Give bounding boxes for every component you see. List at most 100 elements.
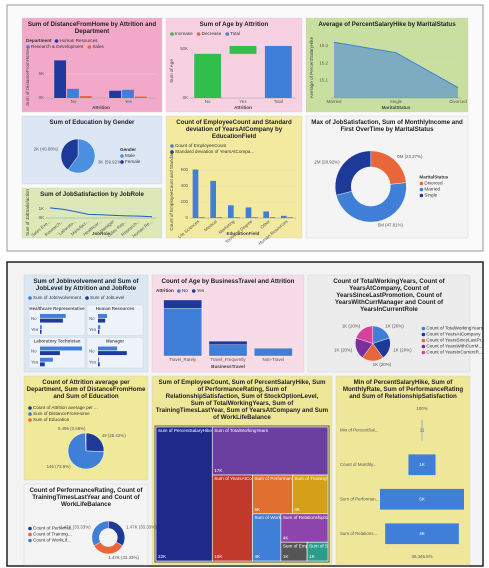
x-tick-label: Total — [274, 99, 283, 104]
legend-marker — [421, 338, 426, 343]
x-tick-label: Travel_Rarely — [169, 357, 197, 362]
legend-title: Attrition — [156, 288, 174, 293]
slice-label: 1K (20%) — [373, 362, 392, 367]
cell-value: 5K — [254, 507, 261, 512]
funnel-category: Min of PercentSal... — [340, 427, 378, 432]
bar — [122, 89, 134, 98]
pie-slice — [85, 432, 105, 452]
bar — [40, 329, 42, 334]
x-tick-label: Yes — [239, 99, 247, 104]
legend-label: Yes — [197, 288, 205, 293]
title-line: Average of PercentSalaryHike by MaritalS… — [318, 21, 456, 28]
bar — [263, 211, 270, 218]
cell-name: Sum of WorkLifeBalance — [254, 515, 305, 520]
x-tick-label: No — [205, 99, 211, 104]
bar — [134, 96, 147, 98]
pie-slice — [355, 325, 373, 344]
title-line: and Sum of Education — [53, 393, 119, 400]
title-line: Count of Age by BusinessTravel and Attri… — [162, 278, 295, 285]
panel-title: Sum of Education by Gender — [50, 119, 136, 126]
title-line: YearsAtCompany, Count of — [349, 285, 430, 292]
legend-marker — [170, 32, 174, 36]
title-line: Sum of DistanceFromHome by Attrition and — [28, 21, 157, 28]
x-axis-label: EducationField — [227, 231, 260, 236]
bar — [280, 215, 287, 218]
cell-name: Sum of YearsAtCompany — [214, 476, 266, 481]
treemap-frame — [154, 425, 330, 563]
legend-marker — [225, 32, 230, 36]
slice-label: 1.47K (33.33%) — [60, 524, 91, 529]
title-line: First OverTime by MaritalStatus — [340, 126, 434, 133]
funnel-value: 1K — [419, 462, 426, 467]
bar-segment — [208, 344, 248, 357]
y-tick-label: 15.3 — [319, 43, 328, 48]
title-line: Department, Sum of DistanceFromHome — [27, 386, 147, 393]
panel — [307, 274, 471, 373]
legend-label: Human Resources — [60, 38, 99, 43]
legend-marker — [28, 418, 32, 422]
slice-label: 1.47K (33.33%) — [126, 524, 157, 529]
y-tick-label: 0K — [39, 215, 44, 220]
legend-marker — [54, 39, 59, 43]
title-line: YearsInCurrentRole — [360, 306, 418, 313]
legend-label: Married — [424, 187, 440, 192]
title-line: Department — [75, 28, 109, 35]
row-label: Yes — [89, 327, 97, 332]
funnel-value: 5K — [419, 496, 426, 501]
legend-marker — [28, 538, 32, 543]
bar — [98, 329, 100, 334]
bar — [210, 180, 217, 218]
legend-marker — [421, 350, 426, 355]
bar — [40, 357, 53, 362]
bar-segment — [163, 308, 202, 357]
cell-name: Sum of TrainingTimesLastYear — [294, 476, 357, 481]
legend-marker — [421, 344, 426, 349]
row-label: Yes — [31, 327, 39, 332]
legend-marker — [191, 289, 196, 293]
y-axis-label: Average of PercentSalaryHike — [309, 36, 314, 98]
bar — [40, 314, 66, 318]
bar-segment — [163, 299, 202, 309]
pie-slice — [60, 138, 79, 171]
y-tick-label: 600 — [181, 167, 189, 172]
legend-marker — [177, 289, 181, 293]
legend-label: Female — [125, 159, 141, 164]
bar — [269, 217, 276, 218]
y-tick-label: 0K — [39, 95, 44, 100]
title-line: Max of JobSatisfaction, Sum of MonthlyIn… — [311, 119, 463, 126]
bar — [98, 318, 106, 323]
x-tick-label: Divorced — [449, 99, 467, 104]
legend-marker — [120, 160, 124, 164]
cell-name: Sum of RelationshipSatisfaction — [283, 515, 348, 520]
bar — [40, 362, 45, 367]
cell-value: 1K — [283, 554, 290, 559]
bar — [109, 90, 122, 98]
legend-label: Count of YearsWithCurrM... — [426, 344, 482, 349]
treemap-cell — [252, 474, 293, 515]
bar — [40, 325, 42, 330]
legend-marker — [87, 45, 92, 49]
title-line: WorkLifeBalance — [61, 501, 112, 508]
legend-marker — [196, 32, 201, 36]
bar-segment — [208, 340, 248, 345]
panel — [23, 483, 149, 566]
legend-marker — [28, 296, 32, 300]
cell-name: Sum of EmployeeCount — [283, 543, 332, 548]
legend-marker — [419, 193, 424, 198]
bar — [227, 205, 234, 218]
funnel-category: Sum of Relations... — [340, 531, 377, 536]
panel-title: Sum of Age by Attrition — [200, 21, 269, 28]
legend-label: Single — [424, 193, 437, 198]
cell-value: 10K — [214, 554, 223, 559]
funnel-value: 11 — [420, 427, 425, 432]
legend-marker — [28, 526, 32, 531]
legend-label: Count of YearsSinceLastPr... — [426, 338, 484, 343]
funnel-bar — [385, 523, 459, 545]
title-line: TrainingTimesLastYear and Count of — [32, 494, 140, 501]
x-tick-label: Yes — [125, 99, 133, 104]
x-tick-label: Single — [390, 99, 403, 104]
legend-label: Research & Development — [31, 44, 84, 49]
pie-slice — [67, 432, 105, 470]
legend-label: No — [182, 288, 188, 293]
